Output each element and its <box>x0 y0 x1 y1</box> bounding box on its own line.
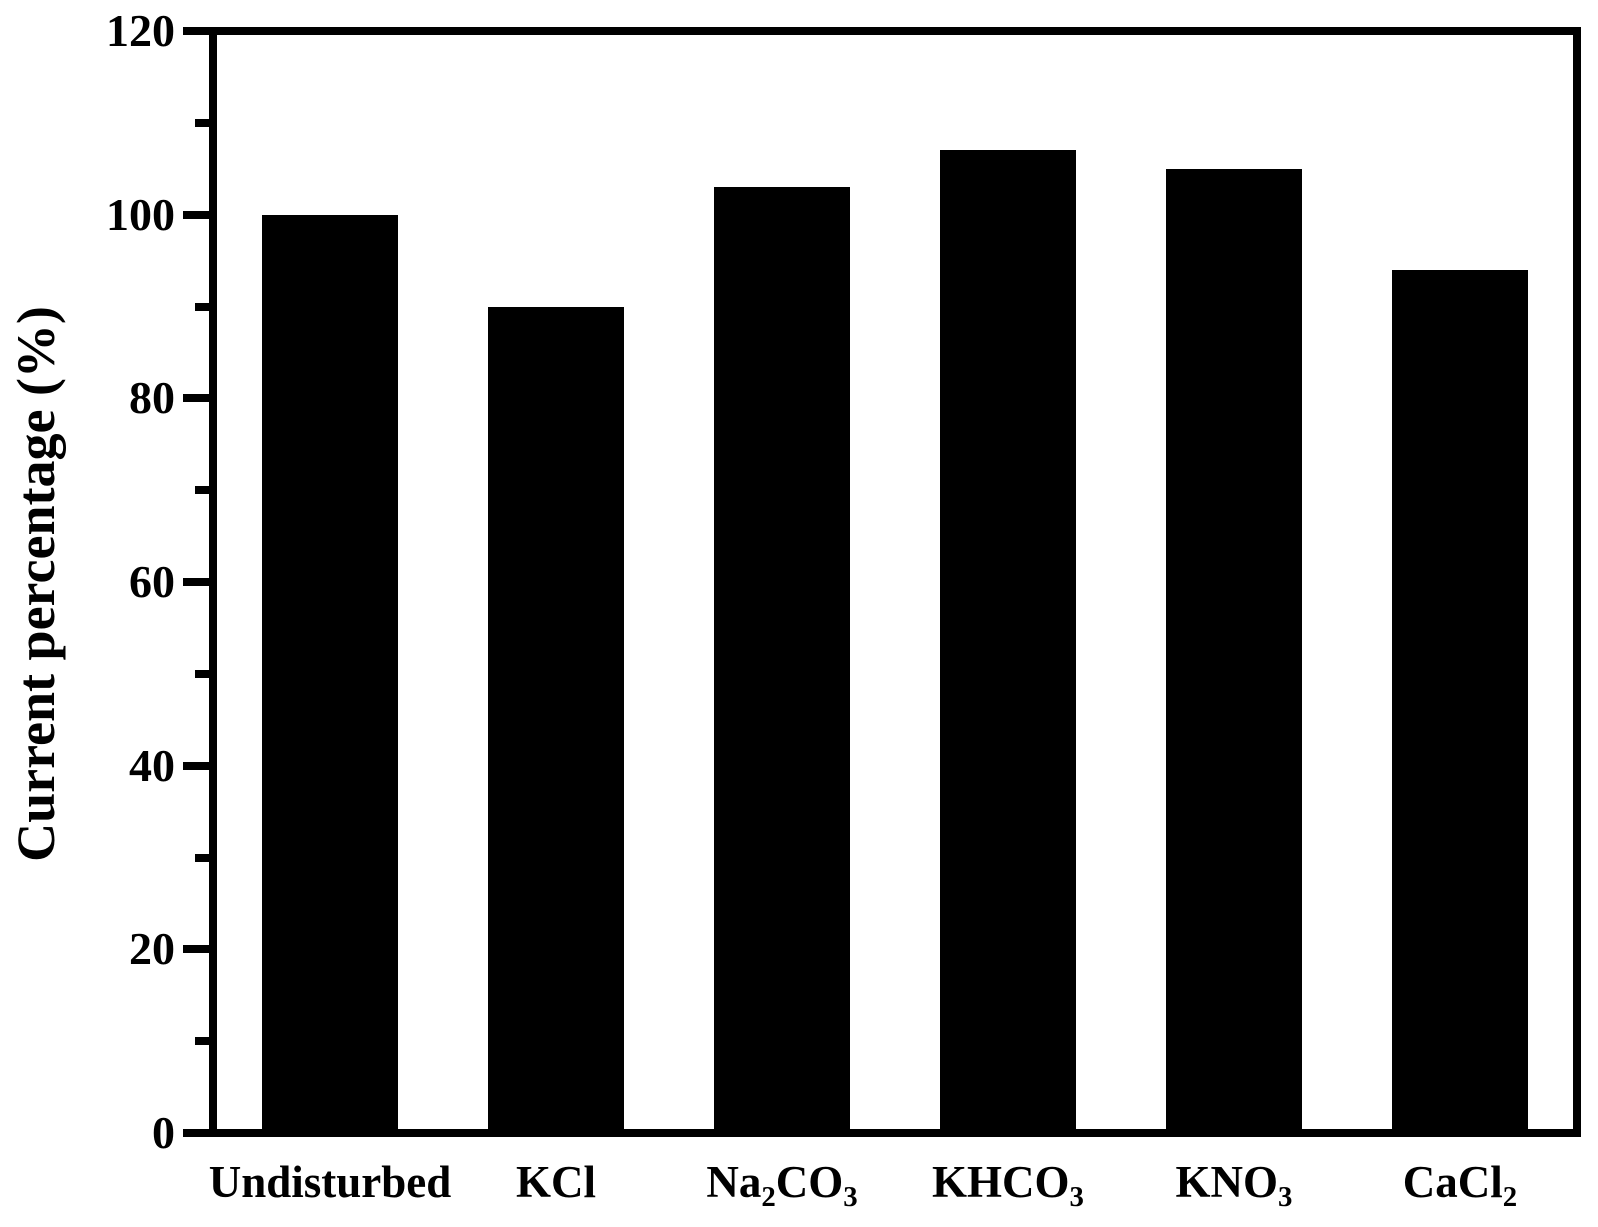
y-minor-tick-110 <box>195 118 211 127</box>
y-minor-tick-30 <box>195 853 211 862</box>
bar-cacl2 <box>1392 269 1528 1133</box>
y-tick-label-40: 40 <box>129 739 175 791</box>
x-label-kno3: KNO3 <box>1034 1156 1434 1213</box>
y-tick-label-60: 60 <box>129 556 175 607</box>
bar-slot-kno3 <box>1121 31 1347 1133</box>
x-label-kcl: KCl <box>356 1156 756 1208</box>
y-tick-label-120: 120 <box>106 5 175 56</box>
x-label-text: KCl <box>515 1157 596 1207</box>
x-label-text: Na <box>706 1157 762 1207</box>
bar-na2co3 <box>714 187 850 1133</box>
bar-slot-na2co3 <box>669 31 895 1133</box>
y-major-tick-60 <box>183 578 211 586</box>
bar-slot-undisturbed <box>217 31 443 1133</box>
y-tick-label-0: 0 <box>152 1107 175 1158</box>
x-label-subscript: 3 <box>1069 1180 1084 1213</box>
x-label-cacl2: CaCl2 <box>1260 1156 1598 1213</box>
bars-layer <box>217 31 1573 1133</box>
y-major-tick-120 <box>183 27 211 35</box>
x-label-text: CaCl <box>1402 1157 1503 1207</box>
bar-kno3 <box>1166 168 1302 1133</box>
y-major-tick-20 <box>183 945 211 954</box>
y-major-tick-0 <box>183 1129 211 1137</box>
bar-undisturbed <box>262 214 398 1133</box>
x-label-text: KHCO <box>932 1157 1070 1207</box>
y-tick-label-100: 100 <box>106 188 175 240</box>
x-label-subscript: 3 <box>1278 1180 1293 1213</box>
y-minor-tick-10 <box>195 1037 211 1046</box>
y-tick-label-20: 20 <box>129 923 175 975</box>
x-label-text: CO <box>775 1157 844 1207</box>
x-label-text: KNO <box>1175 1157 1279 1207</box>
x-label-na2co3: Na2CO3 <box>582 1156 982 1213</box>
x-label-undisturbed: Undisturbed <box>130 1156 530 1208</box>
x-label-subscript: 2 <box>761 1180 776 1213</box>
bar-slot-khco3 <box>895 31 1121 1133</box>
y-major-tick-80 <box>183 394 211 403</box>
bar-khco3 <box>940 150 1076 1133</box>
bar-slot-cacl2 <box>1347 31 1573 1133</box>
x-label-subscript: 3 <box>843 1180 858 1213</box>
bar-slot-kcl <box>443 31 669 1133</box>
x-label-subscript: 2 <box>1502 1180 1518 1213</box>
x-label-text: Undisturbed <box>208 1157 452 1207</box>
y-minor-tick-70 <box>195 486 211 495</box>
y-tick-label-80: 80 <box>129 372 175 424</box>
x-label-khco3: KHCO3 <box>808 1156 1208 1213</box>
y-minor-tick-90 <box>195 302 211 311</box>
y-major-tick-100 <box>183 210 211 219</box>
bar-kcl <box>488 306 624 1133</box>
y-minor-tick-50 <box>195 669 211 678</box>
y-major-tick-40 <box>183 761 211 770</box>
